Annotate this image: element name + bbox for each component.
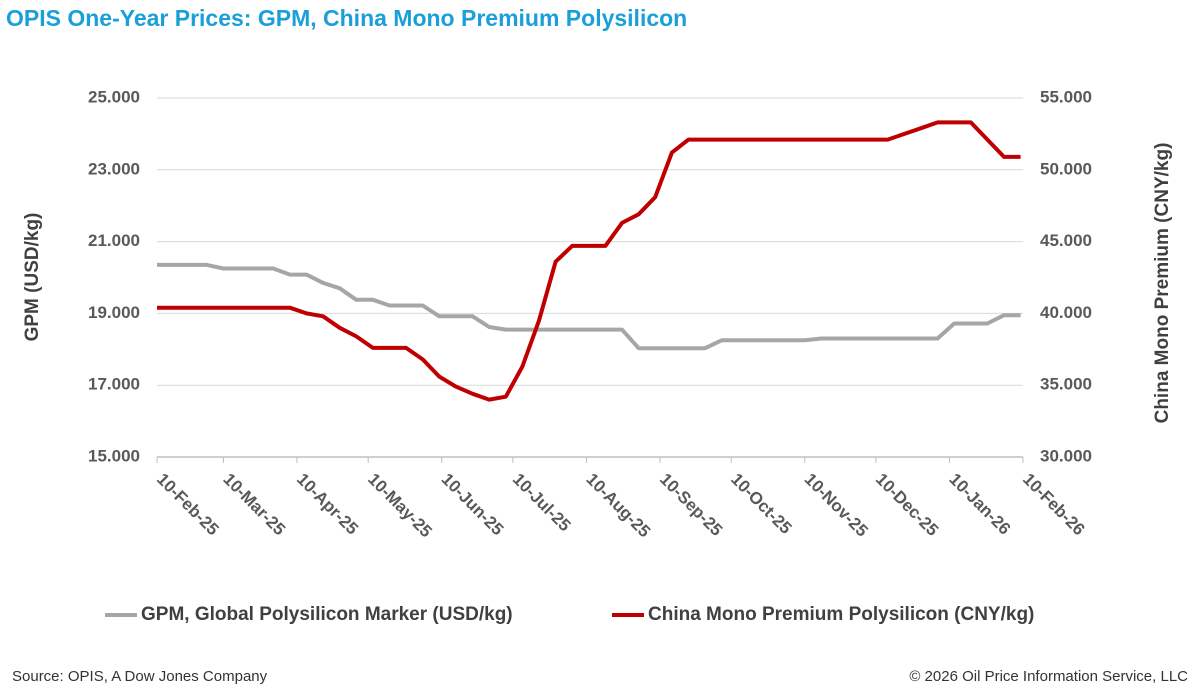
- y-tick-label: 15.000: [88, 446, 140, 465]
- x-tick-label: 10-Jan-26: [945, 470, 1014, 539]
- x-tick-label: 10-Aug-25: [582, 470, 654, 542]
- legend-label: China Mono Premium Polysilicon (CNY/kg): [648, 604, 1034, 625]
- y2-tick-label: 30.000: [1040, 446, 1092, 465]
- x-tick-label: 10-Dec-25: [872, 470, 942, 540]
- source: Source: OPIS, A Dow Jones Company: [12, 668, 268, 685]
- x-tick-label: 10-Jun-25: [438, 470, 508, 540]
- copyright: © 2026 Oil Price Information Service, LL…: [909, 668, 1188, 685]
- x-tick-label: 10-Nov-25: [801, 470, 872, 541]
- y2-tick-label: 55.000: [1040, 87, 1092, 106]
- x-tick-label: 10-Oct-25: [727, 470, 795, 538]
- y2-tick-label: 50.000: [1040, 159, 1092, 178]
- legend-label: GPM, Global Polysilicon Marker (USD/kg): [141, 604, 513, 625]
- x-tick-label: 10-Apr-25: [293, 470, 362, 539]
- x-tick-label: 10-Jul-25: [509, 470, 575, 536]
- series-line: [157, 120, 1021, 402]
- chart-title: OPIS One-Year Prices: GPM, China Mono Pr…: [6, 5, 687, 31]
- y-axis-title: GPM (USD/kg): [22, 213, 43, 342]
- x-tick-label: 10-Mar-25: [219, 470, 289, 540]
- x-tick-label: 10-Sep-25: [656, 470, 726, 540]
- y-tick-label: 19.000: [88, 303, 140, 322]
- y2-axis-title: China Mono Premium (CNY/kg): [1152, 143, 1173, 424]
- x-tick-label: 10-May-25: [364, 470, 436, 542]
- y-tick-label: 25.000: [88, 87, 140, 106]
- x-tick-label: 10-Feb-25: [153, 470, 223, 540]
- y-tick-label: 23.000: [88, 159, 140, 178]
- y-tick-label: 21.000: [88, 231, 140, 250]
- x-tick-label: 10-Feb-26: [1019, 470, 1089, 540]
- series-line: [157, 262, 1021, 351]
- y2-tick-label: 45.000: [1040, 231, 1092, 250]
- y2-tick-label: 35.000: [1040, 375, 1092, 394]
- y2-tick-label: 40.000: [1040, 303, 1092, 322]
- y-tick-label: 17.000: [88, 375, 140, 394]
